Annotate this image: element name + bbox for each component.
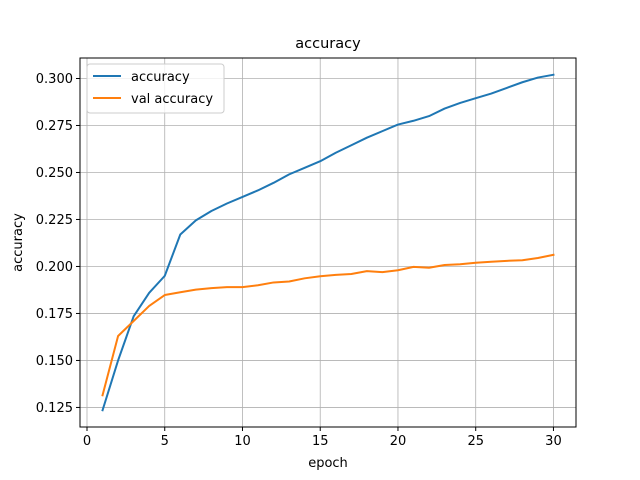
y-tick-label: 0.275 <box>36 119 73 134</box>
series-lines <box>101 73 555 412</box>
y-tick-label: 0.200 <box>36 260 73 275</box>
legend-box <box>86 63 225 114</box>
series-line-val-accuracy <box>101 253 555 397</box>
plot-area-frame <box>79 57 577 428</box>
y-tick-label: 0.300 <box>36 72 73 87</box>
y-tick-label: 0.150 <box>36 354 73 369</box>
chart-title: accuracy <box>295 36 361 52</box>
x-axis-label: epoch <box>308 456 348 471</box>
legend-label-val-accuracy: val accuracy <box>131 92 213 107</box>
y-axis-label: accuracy <box>11 213 26 272</box>
series-line-accuracy <box>101 73 555 412</box>
x-tick-label: 20 <box>390 434 407 449</box>
x-tick-label: 25 <box>467 434 484 449</box>
x-axis-ticks: 0 5 10 15 20 25 30 <box>83 427 562 449</box>
x-tick-label: 5 <box>161 434 169 449</box>
y-tick-label: 0.175 <box>36 307 73 322</box>
x-tick-label: 10 <box>234 434 251 449</box>
legend: accuracy val accuracy <box>86 63 225 114</box>
y-tick-label: 0.250 <box>36 166 73 181</box>
x-tick-label: 0 <box>83 434 91 449</box>
x-tick-label: 15 <box>312 434 329 449</box>
legend-label-accuracy: accuracy <box>131 70 190 85</box>
y-tick-label: 0.125 <box>36 401 73 416</box>
y-tick-label: 0.225 <box>36 213 73 228</box>
x-tick-label: 30 <box>545 434 562 449</box>
y-axis-ticks: 0.125 0.150 0.175 0.200 0.225 0.250 0.275 0.300 <box>36 72 80 416</box>
grid-lines <box>80 58 576 427</box>
